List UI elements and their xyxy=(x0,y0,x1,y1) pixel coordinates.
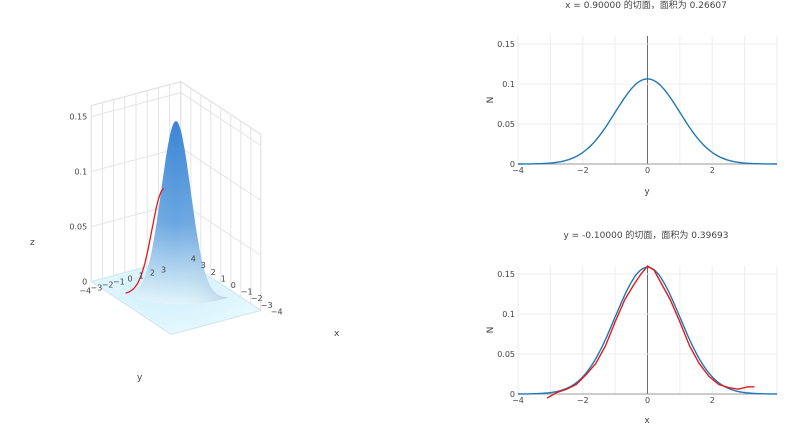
cut-y-x-axis-title: x xyxy=(644,416,650,426)
cut-x-tick-labels: 0 0.05 0.1 0.15 −4 −2 0 2 xyxy=(497,40,715,175)
y-tick-label: 0.05 xyxy=(497,350,515,359)
surface-x-axis-title: x xyxy=(334,329,340,339)
cut-y-gridlines xyxy=(517,266,778,395)
y-tick-label: −4 xyxy=(79,287,91,296)
x-tick-label: −4 xyxy=(271,307,283,316)
y-tick-label: 3 xyxy=(161,266,166,275)
y-tick-label: 0.1 xyxy=(502,310,515,319)
y-tick-label: 0.05 xyxy=(497,120,515,129)
y-tick-label: 0.1 xyxy=(502,80,515,89)
cut-x-title: x = 0.90000 的切面，面积为 0.26607 xyxy=(565,0,727,11)
surface-z-axis-title: z xyxy=(30,238,35,248)
y-tick-label: 0 xyxy=(510,390,515,399)
surface-y-axis-title: y xyxy=(137,373,143,383)
y-tick-label: −3 xyxy=(91,284,103,293)
x-tick-label: −4 xyxy=(512,396,524,405)
z-tick-label: 0 xyxy=(82,278,87,287)
x-tick-label: −2 xyxy=(577,396,589,405)
cut-y-series xyxy=(518,265,777,399)
cut-x-series xyxy=(518,78,777,165)
y-tick-label: −1 xyxy=(113,278,125,287)
z-tick-label: 0.1 xyxy=(74,168,87,177)
cut-y-tick-labels: 0 0.05 0.1 0.15 −4 −2 0 2 xyxy=(497,270,715,405)
z-tick-label: 0.15 xyxy=(69,113,87,122)
cut-y-y-axis-title: N xyxy=(486,327,496,334)
series-line-blue xyxy=(518,78,777,165)
cut-x-gridlines xyxy=(517,36,778,165)
x-tick-label: 0 xyxy=(645,396,650,405)
y-tick-label: 1 xyxy=(139,272,144,281)
surface-peak-shading xyxy=(123,121,229,305)
cut-x-x-axis-title: y xyxy=(644,187,650,197)
x-tick-label: 0 xyxy=(231,281,236,290)
x-tick-label: 2 xyxy=(710,396,715,405)
y-tick-label: 0 xyxy=(127,275,132,284)
wall-grid-line xyxy=(91,92,262,146)
surface-cut-trace xyxy=(125,188,165,294)
cut-y-title: y = -0.10000 的切面，面积为 0.39693 xyxy=(564,229,729,241)
z-tick-label: 0.05 xyxy=(69,223,87,232)
y-tick-label: 0.15 xyxy=(497,40,515,49)
x-tick-label: 3 xyxy=(201,261,206,270)
x-tick-label: 2 xyxy=(710,166,715,175)
y-tick-label: −2 xyxy=(102,281,114,290)
x-tick-label: 4 xyxy=(191,255,196,264)
cut-x-y-axis-title: N xyxy=(486,97,496,104)
y-tick-label: 2 xyxy=(150,269,155,278)
x-tick-label: 0 xyxy=(645,166,650,175)
y-tick-label: 0.15 xyxy=(497,270,515,279)
series-line-red xyxy=(546,265,755,399)
x-tick-label: −2 xyxy=(251,294,263,303)
x-tick-label: 1 xyxy=(221,274,226,283)
surface-body xyxy=(89,121,263,335)
y-tick-label: 0 xyxy=(510,160,515,169)
x-tick-label: −4 xyxy=(512,166,524,175)
x-tick-label: −3 xyxy=(261,301,273,310)
x-tick-label: −2 xyxy=(577,166,589,175)
x-tick-label: 2 xyxy=(211,268,216,277)
x-tick-label: −1 xyxy=(241,288,253,297)
